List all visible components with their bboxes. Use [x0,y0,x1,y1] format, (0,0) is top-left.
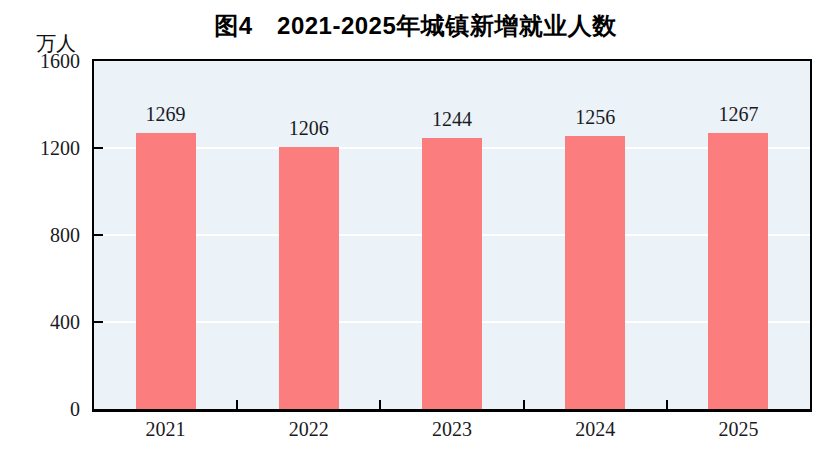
plot-area: 1269 1206 1244 1256 1267 [92,59,812,412]
bar-2023 [422,138,482,409]
y-tick-mark-400 [94,321,103,323]
x-tick-label-2023: 2023 [380,417,523,441]
y-tick-mark-800 [94,234,103,236]
y-tick-label-800: 800 [0,224,80,246]
x-axis: 20212022202320242025 [94,417,810,445]
y-tick-label-1200: 1200 [0,137,80,159]
y-tick-mark-1200 [94,147,103,149]
x-tick-label-2024: 2024 [524,417,667,441]
bar-value-label-2022: 1206 [259,117,359,139]
chart-title: 图4 2021-2025年城镇新增就业人数 [0,10,831,42]
x-tick-mark-1 [236,400,238,409]
y-axis: 0 400 800 1200 1600 [0,0,80,455]
bar-2024 [565,136,625,409]
bar-value-label-2024: 1256 [545,106,645,128]
x-tick-mark-3 [523,400,525,409]
x-tick-mark-4 [666,400,668,409]
x-tick-mark-2 [379,400,381,409]
y-tick-label-400: 400 [0,311,80,333]
bar-2021 [136,133,196,409]
bar-value-label-2021: 1269 [116,103,216,125]
bar-value-label-2025: 1267 [688,103,788,125]
x-tick-label-2021: 2021 [94,417,237,441]
y-tick-label-0: 0 [0,398,80,420]
plot-inner: 1269 1206 1244 1256 1267 [94,61,810,409]
x-tick-label-2022: 2022 [237,417,380,441]
bar-2025 [708,133,768,409]
bar-value-label-2023: 1244 [402,108,502,130]
bar-2022 [279,147,339,409]
y-tick-label-1600: 1600 [0,50,80,72]
figure-canvas: { "header": { "title": "图4 2021-2025年城镇新… [0,0,831,455]
x-tick-label-2025: 2025 [667,417,810,441]
